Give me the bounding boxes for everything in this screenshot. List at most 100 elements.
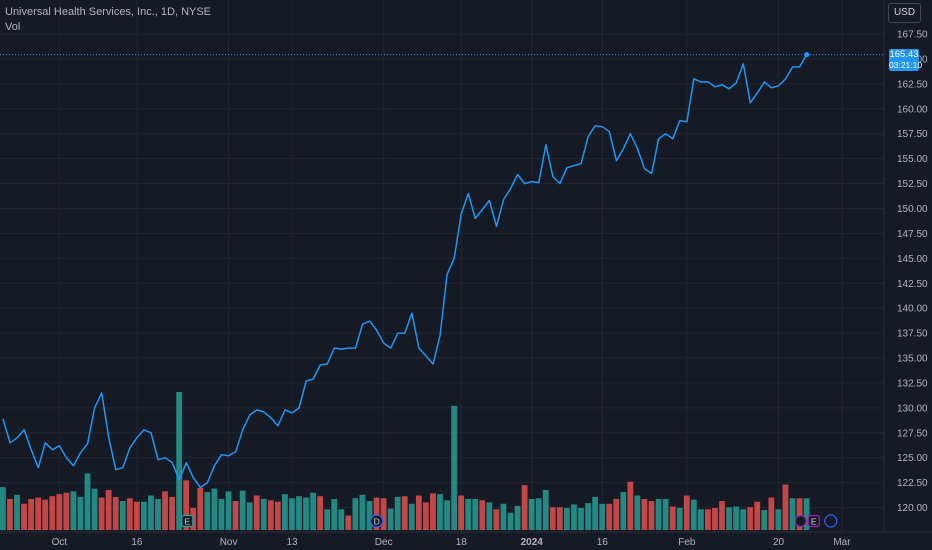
price-tick-2: 162.50: [897, 79, 928, 90]
grid: [0, 0, 884, 532]
volume-bar: [70, 491, 77, 530]
price-tick-4: 157.50: [897, 129, 928, 140]
volume-bar: [274, 501, 281, 530]
volume-bar: [373, 497, 380, 530]
volume-bar: [7, 498, 13, 530]
volume-bar: [239, 490, 246, 530]
time-tick-8: Feb: [678, 537, 696, 548]
last-price-dot: [804, 52, 810, 58]
volume-bar: [500, 503, 507, 530]
volume-bar: [253, 495, 260, 530]
volume-bar: [310, 492, 316, 530]
volume-bar: [641, 498, 648, 530]
volume-bar: [726, 507, 732, 530]
price-tick-13: 135.00: [897, 354, 928, 365]
volume-bar: [98, 497, 105, 530]
volume-bar: [183, 480, 190, 530]
volume-bar: [141, 501, 147, 530]
volume-bar: [105, 489, 112, 530]
volume-bar: [733, 506, 739, 530]
volume-bar: [162, 491, 168, 530]
volume-bar: [338, 509, 345, 530]
volume-bar: [782, 484, 789, 530]
volume-bar: [747, 507, 754, 530]
volume-bar: [648, 501, 655, 530]
volume-bar: [493, 509, 500, 530]
volume-bar: [690, 499, 697, 530]
time-tick-4: Dec: [375, 537, 393, 548]
volume-bar: [169, 496, 175, 530]
volume-bar: [556, 507, 563, 530]
volume-bar: [56, 494, 63, 530]
volume-bar: [225, 491, 232, 530]
time-tick-10: Mar: [833, 537, 851, 548]
volume-bar: [331, 498, 338, 530]
event-label-1: D: [374, 516, 380, 526]
volume-bar: [42, 499, 49, 530]
dividend-marker-extra[interactable]: [824, 514, 838, 528]
dividend-marker-1[interactable]: [370, 514, 384, 528]
volume-legend[interactable]: Vol: [5, 21, 21, 33]
time-tick-2: Nov: [220, 537, 238, 548]
volume-bar: [444, 500, 450, 530]
price-line-layer: [0, 52, 884, 489]
volume-bar: [394, 496, 401, 530]
volume-bar: [289, 498, 295, 530]
price-tick-8: 147.50: [897, 229, 928, 240]
time-tick-3: 13: [286, 537, 298, 548]
time-tick-6: 2024: [521, 537, 544, 548]
volume-bar: [599, 503, 606, 530]
volume-bar: [415, 495, 422, 530]
volume-bar: [155, 498, 161, 530]
volume-bar: [676, 507, 683, 530]
volume-bar: [296, 496, 302, 530]
volume-bar: [761, 509, 768, 530]
earnings-marker-0[interactable]: [181, 514, 194, 528]
volume-bar: [740, 509, 747, 530]
volume-bar: [176, 392, 183, 530]
time-tick-1: 16: [131, 537, 143, 548]
volume-bar: [359, 494, 366, 530]
volume-bar: [465, 498, 472, 530]
split-marker[interactable]: [794, 514, 807, 528]
volume-bar: [719, 501, 725, 530]
volume-bar: [528, 498, 535, 530]
currency-button[interactable]: USD: [888, 3, 921, 23]
volume-bar: [218, 498, 225, 530]
earnings-marker-2[interactable]: [807, 514, 820, 528]
volume-bar: [345, 515, 352, 530]
price-tick-15: 130.00: [897, 403, 928, 414]
volume-bar: [803, 498, 810, 530]
volume-bar: [627, 481, 634, 530]
volume-bar: [571, 504, 577, 530]
symbol-legend[interactable]: Universal Health Services, Inc., 1D, NYS…: [5, 6, 212, 18]
volume-bar: [796, 498, 803, 530]
time-axis[interactable]: Oct 16 Nov 13 Dec 18 2024 16 Feb 20 Mar: [0, 531, 932, 548]
volume-bar: [662, 498, 669, 530]
price-line: [2, 54, 808, 489]
price-tick-5: 155.00: [897, 154, 928, 165]
price-tick-11: 140.00: [897, 304, 928, 315]
price-tick-7: 150.00: [897, 204, 928, 215]
price-tick-0: 167.50: [897, 30, 928, 41]
volume-bar: [486, 502, 493, 530]
volume-bar: [458, 495, 465, 530]
price-tick-14: 132.50: [897, 378, 928, 389]
volume-bar: [14, 494, 20, 530]
volume-bar: [148, 495, 154, 530]
volume-bars: [0, 392, 810, 530]
volume-bar: [705, 509, 711, 530]
price-axis[interactable]: 167.50165.00162.50160.00157.50155.00152.…: [883, 0, 928, 532]
volume-bar: [49, 496, 56, 530]
volume-bar: [423, 502, 429, 530]
volume-bar: [260, 498, 267, 530]
volume-bar: [91, 488, 98, 530]
volume-bar: [0, 487, 6, 530]
last-price-value: 165.43: [889, 49, 919, 60]
event-label-0: E: [184, 516, 190, 526]
volume-bar: [35, 497, 42, 530]
volume-bar: [507, 512, 514, 530]
volume-bar: [366, 501, 373, 530]
